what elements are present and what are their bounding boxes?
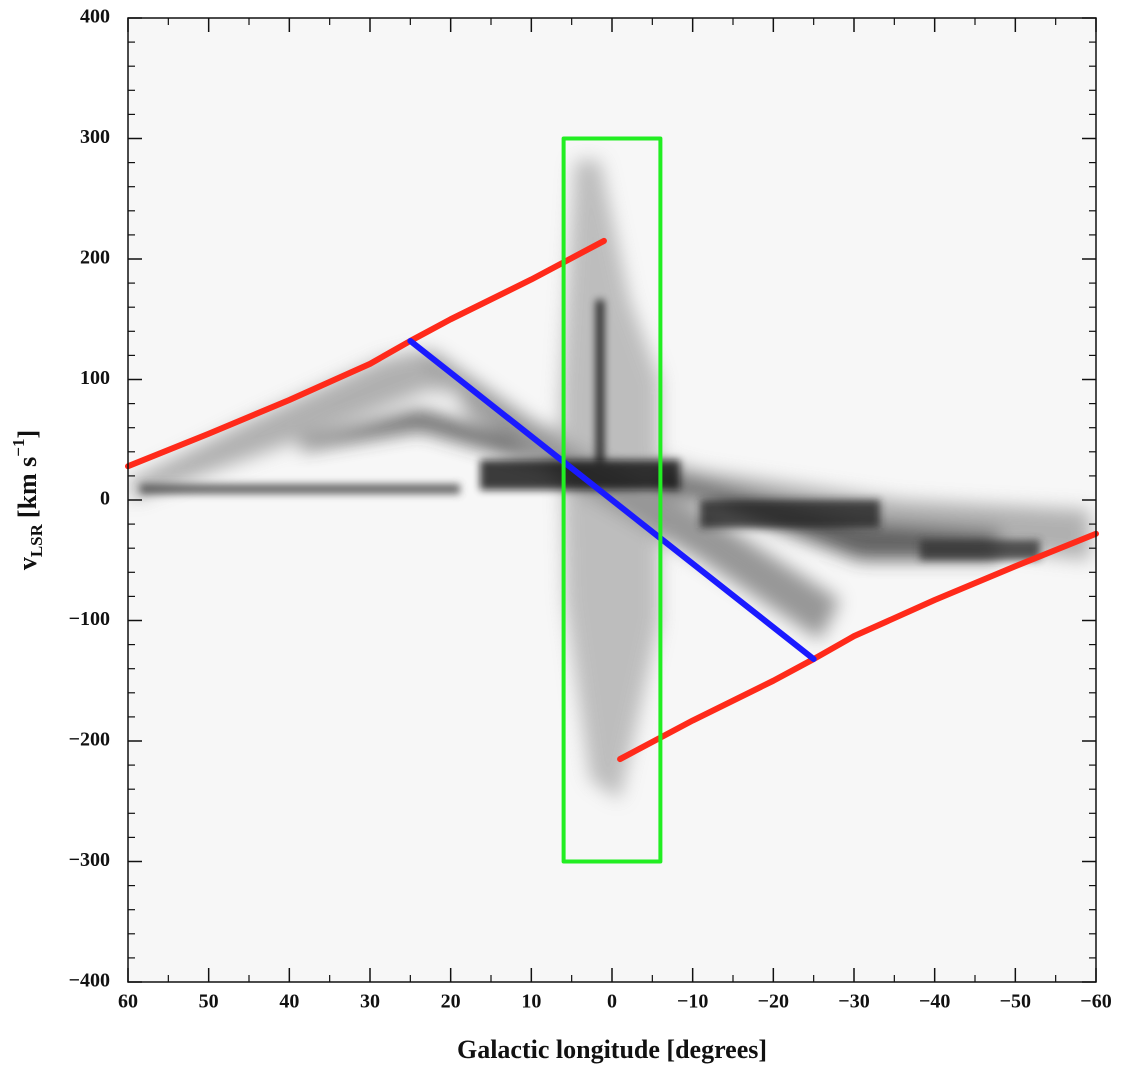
x-tick-label: −20 [758, 991, 789, 1013]
x-tick-label: −40 [919, 991, 950, 1013]
series-line [561, 136, 663, 864]
series-layer [125, 136, 1099, 864]
x-tick-label: 0 [607, 991, 617, 1013]
emission-image [130, 160, 1090, 800]
series-line [407, 337, 817, 663]
y-tick-label: −100 [69, 608, 110, 630]
y-label-sup: −1 [9, 439, 28, 457]
y-label-close: ] [13, 430, 42, 439]
x-tick-label: 50 [199, 991, 219, 1013]
y-tick-label: −400 [69, 970, 110, 992]
y-label-main: v [13, 557, 42, 570]
x-tick-label: 40 [279, 991, 299, 1013]
series-line [125, 237, 607, 470]
y-tick-label: −300 [69, 849, 110, 871]
x-tick-label: −10 [677, 991, 708, 1013]
x-tick-label: −50 [1000, 991, 1031, 1013]
series-line [617, 530, 1099, 763]
x-tick-label: 60 [118, 991, 138, 1013]
y-tick-label: −200 [69, 729, 110, 751]
x-tick-label: −30 [838, 991, 869, 1013]
y-label-unit: [km s [13, 457, 42, 518]
y-tick-label: 300 [80, 126, 110, 148]
x-tick-label: −60 [1080, 991, 1111, 1013]
x-tick-label: 20 [441, 991, 461, 1013]
y-tick-label: 400 [80, 6, 110, 28]
y-tick-label: 100 [80, 367, 110, 389]
x-tick-label: 10 [521, 991, 541, 1013]
y-label-sub: LSR [27, 523, 46, 557]
y-tick-label: 0 [100, 488, 110, 510]
y-axis-title: vLSR [km s−1] [9, 430, 46, 570]
y-tick-label: 200 [80, 247, 110, 269]
x-tick-label: 30 [360, 991, 380, 1013]
x-axis-title: Galactic longitude [degrees] [457, 1035, 767, 1064]
